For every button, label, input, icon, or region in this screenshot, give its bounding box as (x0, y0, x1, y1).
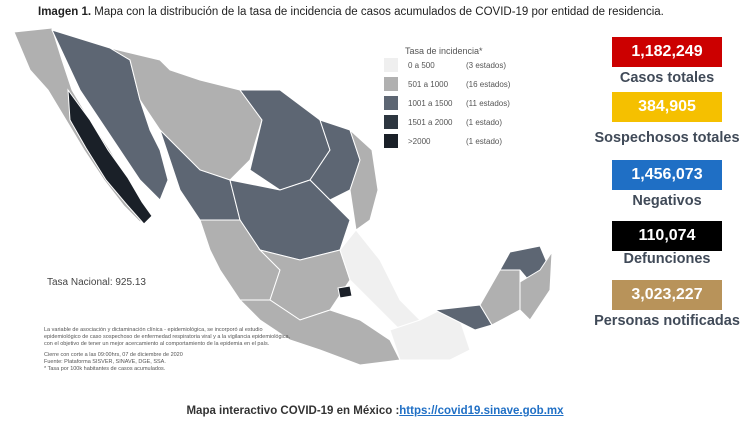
legend-range: >2000 (408, 137, 431, 146)
legend-title: Tasa de incidencia* (405, 46, 483, 56)
legend-swatch (384, 77, 398, 91)
title-label: Imagen 1. (38, 6, 92, 18)
note: Fuente: Plataforma SISVER, SINAVE, DGE, … (44, 359, 166, 365)
legend-count: (3 estados) (466, 61, 506, 70)
stat-label: Negativos (632, 193, 702, 209)
stat-label: Sospechosos totales (594, 130, 740, 146)
states (13, 27, 553, 366)
legend-swatch (384, 134, 398, 148)
legend-count: (1 estado) (466, 118, 502, 127)
stat-label: Personas notificadas (594, 313, 740, 329)
state (238, 299, 401, 366)
legend-count: (1 estado) (466, 137, 502, 146)
stat-value: 384,905 (612, 92, 722, 122)
note: La variable de asociación y dictaminació… (44, 327, 263, 333)
note: * Tasa por 100k habitantes de casos acum… (44, 366, 166, 372)
stat-label: Casos totales (619, 70, 715, 86)
state (339, 229, 421, 331)
legend-swatch (384, 96, 398, 110)
title: Imagen 1. Mapa con la distribución de la… (38, 6, 664, 18)
state (67, 88, 153, 225)
stat-value: 3,023,227 (612, 280, 722, 310)
legend-swatch (384, 115, 398, 129)
note: con el objetivo de tener un mejor acerca… (44, 341, 270, 347)
legend-range: 0 a 500 (408, 61, 435, 70)
legend-swatch (384, 58, 398, 72)
title-text: Mapa con la distribución de la tasa de i… (94, 6, 664, 18)
state (348, 128, 379, 231)
legend-range: 501 a 1000 (408, 80, 449, 89)
footer-link[interactable]: https://covid19.sinave.gob.mx (399, 405, 564, 417)
national-rate: Tasa Nacional: 925.13 (47, 277, 146, 288)
legend-count: (16 estados) (466, 80, 511, 89)
footer: Mapa interactivo COVID-19 en México :htt… (0, 405, 750, 417)
footer-text: Mapa interactivo COVID-19 en México : (186, 405, 400, 417)
stat-value: 1,456,073 (612, 160, 722, 190)
note: epidemiológico de caso sospechoso de enf… (44, 334, 291, 340)
legend-count: (11 estados) (466, 99, 510, 108)
stat-value: 1,182,249 (612, 37, 722, 67)
state (433, 304, 493, 331)
map: Tasa Nacional: 925.13 La variable de aso… (13, 27, 553, 372)
legend: Tasa de incidencia* 0 a 500 (3 estados) 50… (384, 46, 511, 148)
note: Cierre con corte a las 09:00hrs, 07 de d… (44, 352, 183, 358)
stat-label: Defunciones (623, 251, 711, 267)
state (389, 309, 471, 361)
state (337, 285, 353, 299)
legend-range: 1501 a 2000 (408, 118, 453, 127)
state (519, 250, 553, 321)
legend-range: 1001 a 1500 (408, 99, 453, 108)
state (109, 47, 263, 181)
stat-value: 110,074 (612, 221, 722, 251)
